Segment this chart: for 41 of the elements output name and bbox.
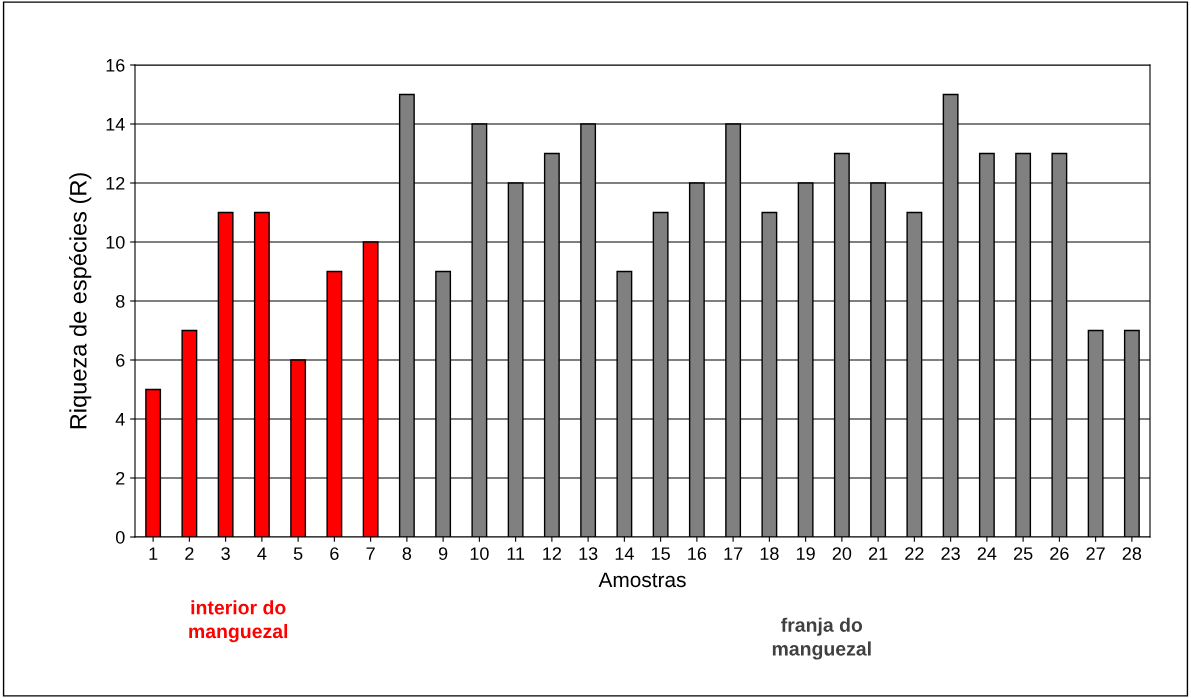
- x-tick-label: 22: [905, 547, 924, 560]
- x-tick-label: 1: [149, 547, 158, 560]
- text: interior do manguezal: [189, 600, 288, 643]
- x-tick-label: 16: [688, 547, 707, 560]
- x-tick-label: 25: [1013, 547, 1033, 560]
- x-tick-label: 28: [1122, 547, 1142, 560]
- y-tick-label: 16: [106, 58, 125, 72]
- x-tick-label: 8: [402, 547, 412, 560]
- x-tick-label: 15: [651, 547, 670, 560]
- x-tick-label: 10: [470, 547, 489, 560]
- x-tick-label: 9: [438, 547, 448, 560]
- y-tick-label: 8: [116, 294, 125, 308]
- x-tick-label: 20: [832, 547, 852, 560]
- x-tick-label: 18: [760, 547, 779, 560]
- y-tick-label: 6: [116, 353, 125, 367]
- x-tick-label: 24: [977, 547, 997, 560]
- y-tick-label: 12: [106, 176, 125, 190]
- x-tick-label: 17: [724, 547, 743, 560]
- y-tick-label: 4: [115, 413, 125, 426]
- x-tick-label: 11: [507, 547, 525, 560]
- x-tick-label: 6: [330, 547, 339, 560]
- x-tick-label: 13: [579, 547, 598, 560]
- x-tick-label: 21: [868, 547, 888, 560]
- x-tick-label: 19: [796, 547, 815, 560]
- x-tick-label: 26: [1050, 547, 1069, 560]
- y-axis-title: Riqueza de espécies (R): [69, 173, 92, 429]
- x-tick-label: 14: [615, 547, 634, 560]
- x-tick-label: 23: [941, 547, 960, 560]
- x-tick-label: 4: [257, 547, 267, 560]
- x-axis-title: Amostras: [598, 572, 686, 588]
- x-tick-label: 5: [293, 547, 303, 560]
- y-tick-label: 10: [106, 235, 125, 249]
- x-tick-label: 7: [366, 547, 375, 560]
- x-tick-label: 3: [221, 547, 230, 560]
- y-tick-label: 0: [115, 530, 125, 544]
- x-tick-label: 27: [1086, 547, 1105, 560]
- x-tick-label: 2: [185, 547, 194, 560]
- y-tick-label: 14: [106, 118, 125, 131]
- y-tick-label: 2: [116, 471, 125, 485]
- text: franja do manguezal: [772, 617, 871, 660]
- x-tick-label: 12: [543, 547, 562, 560]
